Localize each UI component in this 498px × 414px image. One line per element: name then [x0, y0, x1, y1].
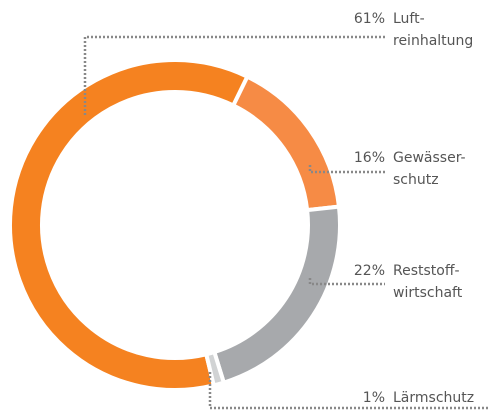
leader-line: [83, 35, 385, 115]
value-label: 1%: [363, 390, 385, 406]
donut-segment: [8, 58, 251, 392]
leader-line: [308, 165, 385, 174]
donut-segment: [203, 349, 227, 388]
category-label: schutz: [393, 172, 439, 188]
leader-line: [308, 278, 385, 286]
category-label: Gewässer-: [393, 150, 466, 166]
category-label: Luft-: [393, 11, 425, 27]
category-label: Reststoff-: [393, 263, 460, 279]
donut-segment: [211, 204, 342, 386]
value-label: 22%: [354, 263, 385, 279]
category-label: wirtschaft: [393, 285, 463, 301]
category-label: reinhaltung: [393, 33, 473, 49]
leader-line: [208, 372, 490, 410]
donut-segment: [230, 74, 342, 213]
value-label: 16%: [354, 150, 385, 166]
category-label: Lärmschutz: [393, 390, 474, 406]
value-label: 61%: [354, 11, 385, 27]
